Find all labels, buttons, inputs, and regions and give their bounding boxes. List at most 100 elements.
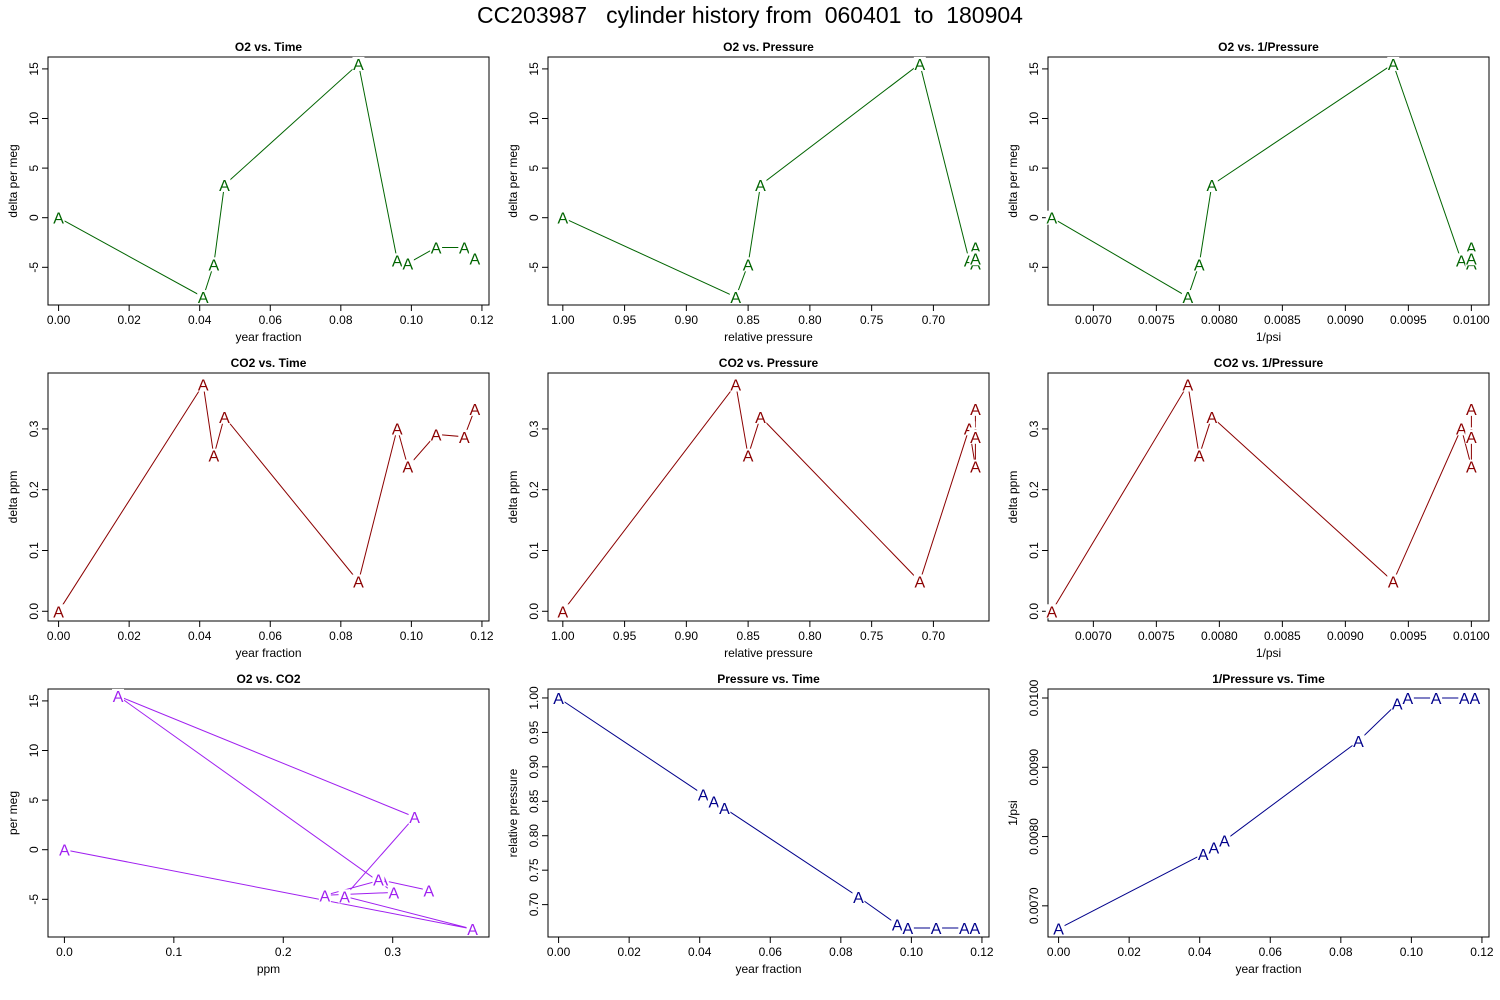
y-tick-label: 10 [1027,112,1041,126]
marker-background [556,604,569,619]
y-axis-label: relative pressure [506,768,520,857]
x-tick-label: 0.08 [1329,945,1353,959]
y-axis-label: delta per meg [1006,144,1020,217]
marker-background [556,210,569,225]
x-tick-label: 0.04 [688,945,712,959]
data-point-marker: A [353,57,364,74]
data-point-marker: A [970,402,981,419]
marker-background [1045,604,1058,619]
x-axis-label: 1/psi [1256,646,1281,660]
plot-frame [47,372,490,622]
data-point-marker: A [914,574,925,591]
marker-background [697,787,710,802]
marker-background [1207,840,1220,855]
data-point-marker: A [970,251,981,268]
marker-background [422,883,435,898]
marker-background [197,377,210,392]
data-point-marker: A [320,888,331,905]
marker-background [338,889,351,904]
data-point-marker: A [553,691,564,708]
data-point-marker: A [1208,841,1219,858]
x-tick-label: 0.0090 [1327,629,1364,643]
data-point-marker: A [392,421,403,438]
data-point-marker: A [470,402,481,419]
x-axis-label: relative pressure [724,646,813,660]
y-tick-label: 15 [527,62,541,76]
data-point-marker: A [1206,178,1217,195]
data-point-marker: A [409,810,420,827]
marker-background [207,448,220,463]
data-point-marker: A [1459,691,1470,708]
data-point-marker: A [557,604,568,621]
marker-background [1205,177,1218,192]
x-tick-label: 0.80 [798,629,822,643]
data-point-marker: A [431,427,442,444]
data-point-marker: A [53,604,64,621]
y-axis-label: delta per meg [506,144,520,217]
y-tick-label: 10 [27,744,41,758]
x-tick-label: 0.0100 [1453,313,1490,327]
series-line [558,697,975,929]
panel-o2-vs-time: O2 vs. Time 0.00 0.02 0.04 0.06 0.08 0.10 0.12 -… [6,40,494,344]
panel-title: O2 vs. Pressure [723,40,814,54]
x-tick-label: 0.02 [1117,945,1141,959]
x-tick-label: 0.70 [922,629,946,643]
x-tick-label: 0.12 [1470,945,1494,959]
x-tick-label: 0.1 [165,945,182,959]
data-point-marker: A [730,378,741,395]
y-tick-label: 0.70 [527,893,541,917]
y-tick-label: 0.0070 [1027,887,1041,924]
data-point-marker: A [1466,251,1477,268]
marker-background [458,240,471,255]
data-point-marker: A [1388,57,1399,74]
marker-background [1197,846,1210,861]
data-point-marker: A [853,890,864,907]
y-axis-label: delta per meg [6,144,20,217]
marker-background [52,604,65,619]
marker-background [1468,691,1481,706]
marker-background [1181,377,1194,392]
data-point-marker: A [970,240,981,257]
marker-background [401,459,414,474]
data-point-marker: A [1219,834,1230,851]
y-tick-label: 0.85 [527,789,541,813]
x-tick-label: 1.00 [551,629,575,643]
marker-background [1401,691,1414,706]
marker-background [1465,251,1478,266]
data-point-marker: A [219,410,230,427]
y-tick-label: 5 [27,796,41,803]
y-axis-label: delta ppm [1006,471,1020,524]
data-point-marker: A [353,574,364,591]
plot-frame [547,56,990,306]
data-point-marker: A [743,449,754,466]
plot-frame [547,372,990,622]
x-tick-label: 0.04 [1188,945,1212,959]
panel-title: CO2 vs. Pressure [719,356,819,370]
marker-background [1465,429,1478,444]
marker-background [1430,691,1443,706]
panel-co2-vs-pressure: CO2 vs. Pressure 1.00 0.95 0.90 0.85 0.80 0.75… [506,356,990,660]
y-tick-label: 5 [27,164,41,171]
marker-background [901,921,914,936]
marker-background [742,448,755,463]
panel-title: O2 vs. 1/Pressure [1218,40,1319,54]
x-tick-label: 0.06 [759,945,783,959]
x-tick-label: 0.0070 [1075,629,1112,643]
x-tick-label: 0.0080 [1201,629,1238,643]
panel-title: CO2 vs. 1/Pressure [1214,356,1324,370]
marker-background [112,688,125,703]
marker-background [969,240,982,255]
x-tick-label: 0.80 [798,313,822,327]
marker-background [707,794,720,809]
marker-background [1455,421,1468,436]
data-point-marker: A [431,240,442,257]
marker-background [1458,691,1471,706]
panel-o2-vs-pressure: O2 vs. Pressure 1.00 0.95 0.90 0.85 0.80 0.75 0… [506,40,990,344]
data-point-marker: A [339,889,350,906]
marker-background [969,251,982,266]
series-line [1058,697,1475,930]
series-line [58,62,476,298]
y-tick-label: 0.1 [527,542,541,559]
y-tick-label: 10 [527,112,541,126]
